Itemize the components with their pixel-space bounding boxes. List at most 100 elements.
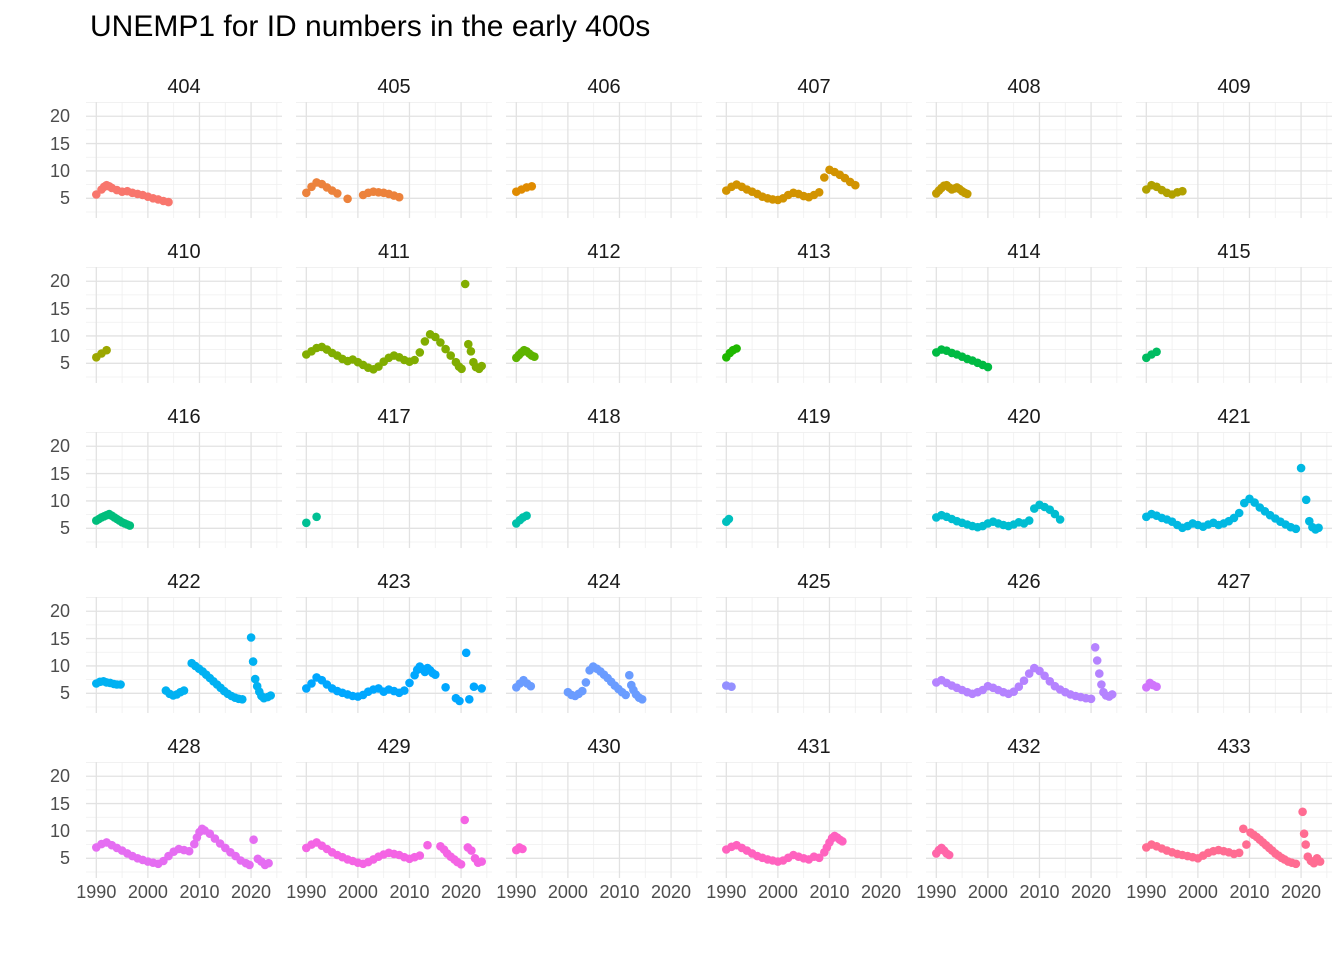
facet-cell-408 [926,102,1122,218]
data-points [1142,807,1325,869]
facet-strip-415: 415 [1217,241,1251,263]
facet-panel-420 [926,432,1122,548]
facet-cell-429 [296,762,492,878]
x-tick-label: 2020 [1281,882,1322,902]
facet-strip-420: 420 [1007,406,1041,428]
data-points [512,843,527,855]
data-points [302,815,486,869]
data-points [92,824,273,870]
y-tick-label: 15 [49,133,70,154]
facet-strip-421: 421 [1217,406,1251,428]
panel-gridlines [86,432,282,548]
y-axis-labels: 20 15 10 5 [0,432,72,548]
facet-panel-431 [716,762,912,878]
data-points [512,345,539,363]
y-tick-label: 5 [59,188,70,209]
x-tick-label: 2020 [231,882,272,902]
x-axis-labels: 1990 2000 2010 2020 [496,878,702,904]
facet-panel-411 [296,267,492,383]
facet-strip-405: 405 [377,76,411,98]
facet-strip-408: 408 [1007,76,1041,98]
x-tick-label: 2010 [599,882,640,902]
x-tick-label: 2020 [441,882,482,902]
facet-panel-433 [1136,762,1332,878]
x-axis-labels: 1990 2000 2010 2020 [76,878,282,904]
facet-cell-405 [296,102,492,218]
panel-gridlines [506,267,702,383]
panel-gridlines [506,432,702,548]
panel-gridlines [86,762,282,878]
y-tick-label: 20 [49,106,70,127]
facet-cell-427 [1136,597,1332,713]
facet-cell-430 [506,762,702,878]
data-points [512,511,531,528]
panel-gridlines [716,762,912,878]
x-tick-label: 2000 [337,882,378,902]
panel-gridlines [716,267,912,383]
facet-panel-410 [86,267,282,383]
data-points [512,182,537,196]
facet-panel-429 [296,762,492,878]
x-tick-label: 2000 [127,882,168,902]
facet-strip-423: 423 [377,571,411,593]
facet-cell-406 [506,102,702,218]
x-tick-label: 2000 [547,882,588,902]
facet-cell-423 [296,597,492,713]
y-tick-label: 10 [49,325,70,346]
facet-cell-433 [1136,762,1332,878]
facet-panel-408 [926,102,1122,218]
panel-gridlines [1136,762,1332,878]
y-tick-label: 15 [49,793,70,814]
facet-cell-413 [716,267,912,383]
facet-strip-417: 417 [377,406,411,428]
data-points [722,831,847,866]
y-tick-label: 10 [49,160,70,181]
facet-cell-425 [716,597,912,713]
facet-panel-422 [86,597,282,713]
data-points [92,180,173,207]
panel-gridlines [926,102,1122,218]
facet-panel-412 [506,267,702,383]
y-tick-label: 20 [49,766,70,787]
x-tick-label: 2020 [651,882,692,902]
facet-cell-421 [1136,432,1332,548]
y-axis-labels: 20 15 10 5 [0,267,72,383]
panel-gridlines [506,102,702,218]
facet-strip-422: 422 [167,571,201,593]
y-tick-label: 5 [59,683,70,704]
data-points [722,514,734,526]
panel-gridlines [716,432,912,548]
x-tick-label: 1990 [916,882,957,902]
panel-gridlines [506,597,702,713]
data-points [722,344,741,362]
facet-cell-412 [506,267,702,383]
panel-gridlines [1136,102,1332,218]
x-tick-label: 1990 [1126,882,1167,902]
facet-strip-410: 410 [167,241,201,263]
data-points [1142,463,1323,534]
panel-gridlines [296,102,492,218]
facet-strip-429: 429 [377,736,411,758]
data-points [302,279,486,374]
y-axis-labels: 20 15 10 5 [0,762,72,878]
data-points [512,662,647,704]
y-tick-label: 20 [49,271,70,292]
facet-strip-414: 414 [1007,241,1041,263]
facet-strip-412: 412 [587,241,621,263]
x-tick-label: 2010 [1019,882,1060,902]
data-points [932,345,993,372]
data-points [92,509,135,530]
y-tick-label: 15 [49,628,70,649]
facet-cell-426 [926,597,1122,713]
panel-gridlines [926,762,1122,878]
facet-strip-409: 409 [1217,76,1251,98]
panel-gridlines [716,597,912,713]
facet-panel-425 [716,597,912,713]
facet-cell-420 [926,432,1122,548]
panel-gridlines [716,102,912,218]
y-tick-label: 10 [49,490,70,511]
facet-strip-419: 419 [797,406,831,428]
y-axis-labels: 20 15 10 5 [0,597,72,713]
data-points [722,165,860,205]
panel-gridlines [1136,432,1332,548]
